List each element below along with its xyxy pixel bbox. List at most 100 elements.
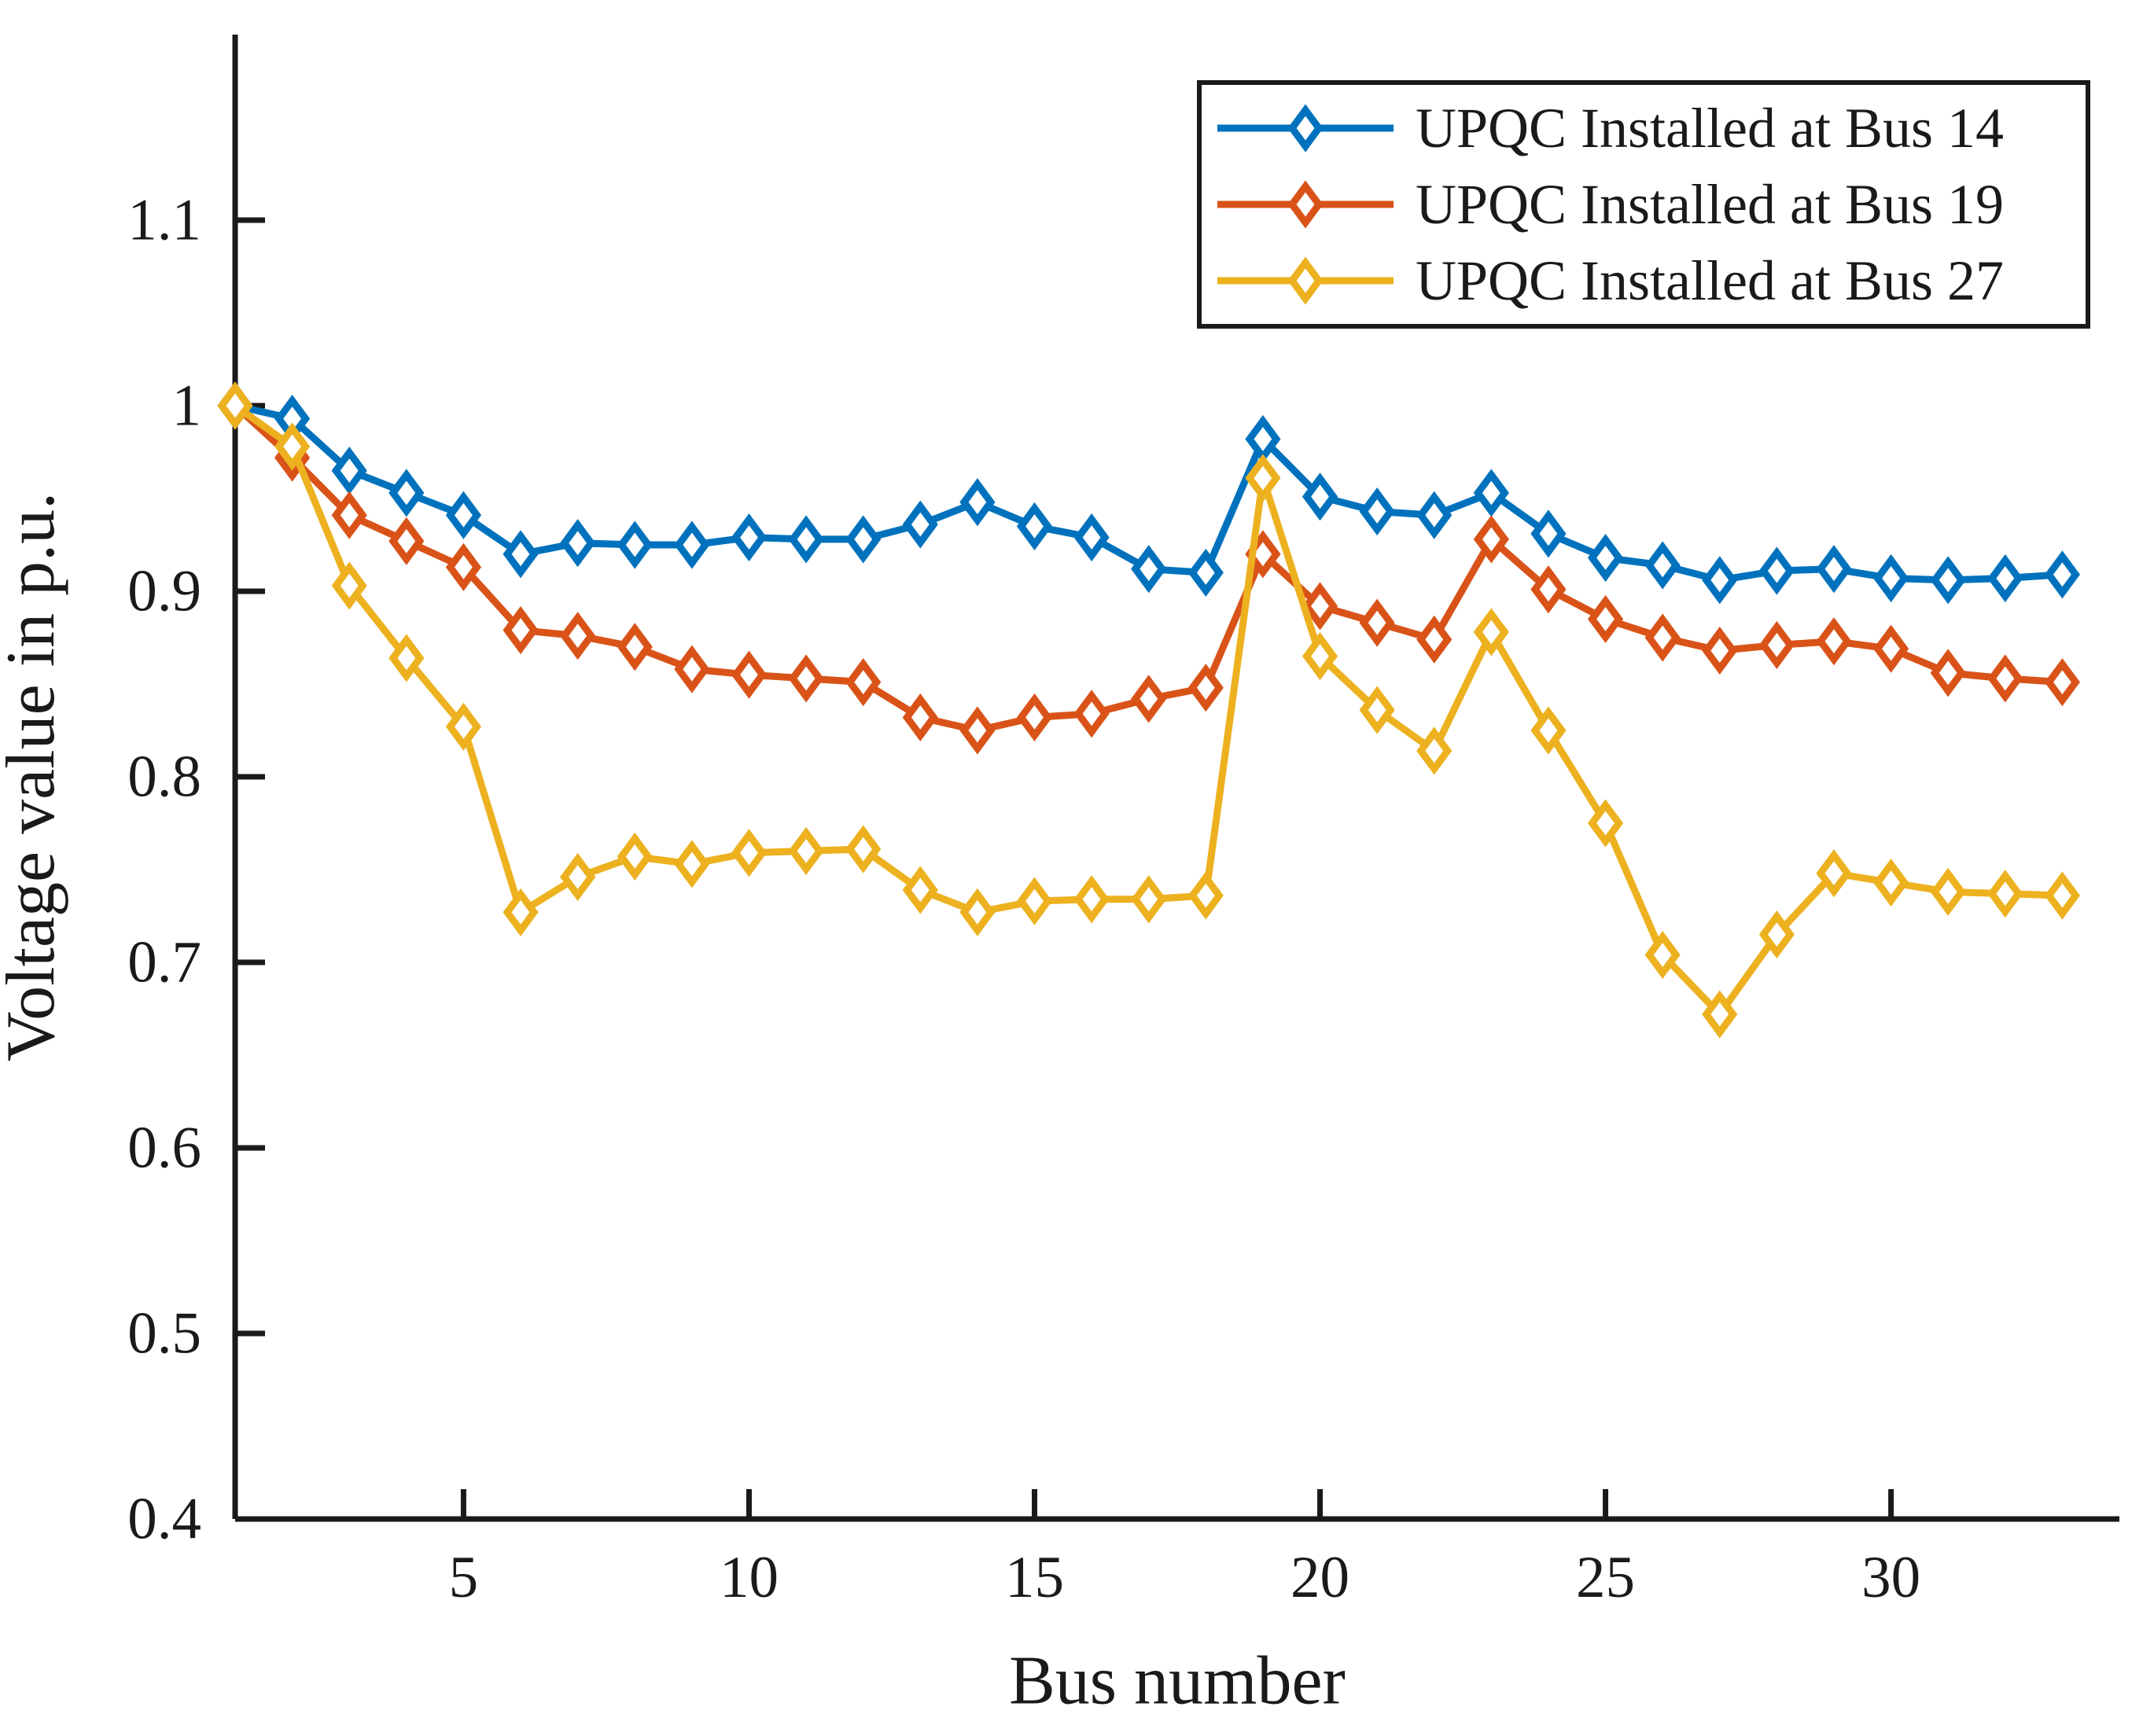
x-tick-label: 30 bbox=[1861, 1545, 1920, 1610]
legend-label: UPQC Installed at Bus 14 bbox=[1416, 97, 2004, 160]
data-marker-diamond bbox=[617, 520, 653, 569]
data-marker-diamond bbox=[845, 658, 882, 707]
data-marker-diamond bbox=[902, 500, 938, 549]
data-marker-diamond bbox=[560, 519, 596, 568]
data-marker-diamond bbox=[845, 515, 882, 564]
y-tick-label: 0.6 bbox=[127, 1116, 201, 1181]
data-marker-diamond bbox=[1530, 706, 1567, 755]
data-marker-diamond bbox=[388, 634, 425, 682]
data-marker-diamond bbox=[1359, 487, 1395, 536]
data-marker-diamond bbox=[560, 612, 596, 660]
y-tick-label: 0.8 bbox=[127, 745, 201, 810]
legend-marker-diamond bbox=[1287, 104, 1324, 153]
series-upqc-installed-at-bus-27 bbox=[217, 381, 2080, 1039]
x-tick-label: 10 bbox=[720, 1545, 779, 1610]
data-marker-diamond bbox=[1359, 686, 1395, 734]
y-tick-label: 0.4 bbox=[127, 1487, 201, 1552]
data-marker-diamond bbox=[1758, 546, 1795, 595]
data-marker-diamond bbox=[331, 491, 367, 539]
data-marker-diamond bbox=[1302, 582, 1338, 631]
data-marker-diamond bbox=[445, 491, 482, 539]
data-marker-diamond bbox=[1416, 615, 1453, 664]
x-tick-label: 15 bbox=[1005, 1545, 1064, 1610]
data-marker-diamond bbox=[1416, 726, 1453, 775]
legend-label: UPQC Installed at Bus 27 bbox=[1416, 249, 2004, 312]
data-marker-diamond bbox=[2044, 871, 2080, 920]
data-marker-diamond bbox=[1016, 693, 1053, 742]
data-marker-diamond bbox=[1872, 554, 1909, 603]
data-marker-diamond bbox=[902, 693, 938, 742]
data-marker-diamond bbox=[959, 888, 996, 936]
y-tick-label: 0.7 bbox=[127, 930, 201, 995]
data-marker-diamond bbox=[1758, 620, 1795, 670]
data-marker-diamond bbox=[731, 650, 768, 699]
legend-marker-diamond bbox=[1287, 180, 1324, 229]
data-marker-diamond bbox=[331, 447, 367, 495]
legend-row: UPQC Installed at Bus 27 bbox=[1217, 249, 2004, 312]
data-marker-diamond bbox=[617, 623, 653, 671]
data-marker-diamond bbox=[1702, 990, 1738, 1039]
data-marker-diamond bbox=[1587, 594, 1624, 643]
data-marker-diamond bbox=[217, 381, 253, 430]
data-marker-diamond bbox=[1016, 502, 1053, 550]
data-marker-diamond bbox=[1359, 598, 1395, 647]
data-marker-diamond bbox=[503, 888, 539, 936]
data-marker-diamond bbox=[388, 517, 425, 565]
series-layer bbox=[217, 381, 2080, 1039]
data-marker-diamond bbox=[1473, 469, 1509, 517]
data-marker-diamond bbox=[503, 530, 539, 579]
data-marker-diamond bbox=[1816, 617, 1852, 666]
data-marker-diamond bbox=[1987, 654, 2023, 703]
data-marker-diamond bbox=[1473, 608, 1509, 657]
data-marker-diamond bbox=[788, 515, 824, 564]
data-marker-diamond bbox=[1073, 513, 1110, 562]
data-marker-diamond bbox=[845, 825, 882, 874]
y-tick-label: 0.5 bbox=[127, 1301, 201, 1366]
data-marker-diamond bbox=[1816, 545, 1852, 594]
data-marker-diamond bbox=[674, 645, 710, 693]
data-marker-diamond bbox=[1930, 867, 1966, 916]
data-marker-diamond bbox=[959, 478, 996, 527]
data-marker-diamond bbox=[1872, 624, 1909, 673]
data-marker-diamond bbox=[1702, 626, 1738, 675]
data-marker-diamond bbox=[731, 513, 768, 562]
x-tick-label: 25 bbox=[1576, 1545, 1635, 1610]
data-marker-diamond bbox=[731, 829, 768, 877]
data-marker-diamond bbox=[2044, 550, 2080, 599]
y-tick-label: 1 bbox=[172, 373, 202, 439]
legend: UPQC Installed at Bus 14 UPQC Installed a… bbox=[1197, 80, 2090, 329]
y-tick-label: 1.1 bbox=[127, 188, 201, 253]
data-marker-diamond bbox=[1073, 875, 1110, 924]
data-marker-diamond bbox=[1187, 664, 1224, 712]
legend-row: UPQC Installed at Bus 19 bbox=[1217, 173, 2004, 236]
data-marker-diamond bbox=[1930, 649, 1966, 697]
data-marker-diamond bbox=[1131, 545, 1167, 594]
x-tick-label: 20 bbox=[1291, 1545, 1349, 1610]
data-marker-diamond bbox=[1872, 858, 1909, 907]
data-marker-diamond bbox=[788, 826, 824, 875]
data-marker-diamond bbox=[1987, 554, 2023, 603]
legend-marker-diamond bbox=[1287, 256, 1324, 305]
x-tick-label: 5 bbox=[449, 1545, 479, 1610]
data-marker-diamond bbox=[1245, 454, 1281, 502]
data-marker-diamond bbox=[331, 561, 367, 610]
data-marker-diamond bbox=[674, 840, 710, 888]
legend-label: UPQC Installed at Bus 19 bbox=[1416, 173, 2004, 236]
data-marker-diamond bbox=[1473, 515, 1509, 564]
data-marker-diamond bbox=[1530, 509, 1567, 558]
data-marker-diamond bbox=[788, 654, 824, 703]
y-axis-label: Voltage value in p.u. bbox=[0, 492, 69, 1061]
axes: 0.4 0.5 0.6 0.7 0.8 0.9 1 1.1 5 10 15 20 25 30 bbox=[127, 35, 2119, 1610]
data-marker-diamond bbox=[1187, 871, 1224, 920]
series-upqc-installed-at-bus-14 bbox=[217, 381, 2080, 605]
data-marker-diamond bbox=[2044, 658, 2080, 707]
data-marker-diamond bbox=[674, 520, 710, 569]
data-marker-diamond bbox=[445, 702, 482, 751]
data-marker-diamond bbox=[902, 866, 938, 914]
data-marker-diamond bbox=[959, 706, 996, 755]
data-marker-diamond bbox=[1644, 541, 1681, 590]
data-marker-diamond bbox=[445, 542, 482, 591]
legend-row: UPQC Installed at Bus 14 bbox=[1217, 97, 2004, 160]
